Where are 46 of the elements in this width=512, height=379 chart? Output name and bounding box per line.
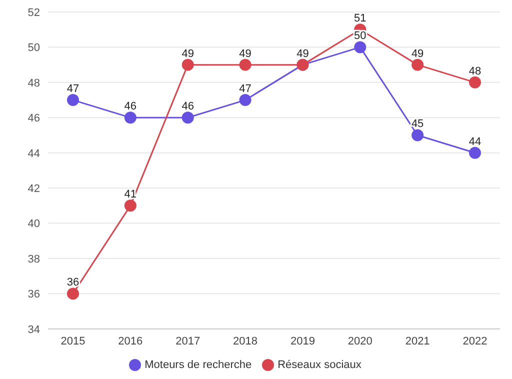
y-tick-label: 34: [28, 324, 40, 336]
y-tick-label: 50: [28, 42, 40, 54]
point: [469, 76, 481, 88]
point: [412, 58, 424, 71]
legend-label: Moteurs de recherche: [144, 358, 252, 371]
y-tick-label: 38: [28, 253, 40, 266]
x-tick-label: 2019: [290, 336, 315, 348]
data-label: 47: [239, 83, 252, 96]
x-tick-label: 2018: [233, 336, 258, 348]
point: [124, 112, 136, 124]
point: [239, 94, 252, 106]
x-tick-label: 2021: [405, 336, 430, 348]
y-tick-label: 40: [28, 218, 40, 230]
point: [239, 58, 252, 71]
x-tick-label: 2022: [462, 336, 488, 348]
data-label: 49: [239, 48, 252, 60]
y-tick-label: 44: [28, 148, 40, 160]
point: [469, 146, 481, 159]
y-tick-label: 48: [28, 77, 40, 90]
point: [182, 112, 194, 124]
data-label: 47: [66, 83, 80, 96]
point: [182, 58, 194, 71]
point: [354, 41, 366, 54]
y-tick-label: 52: [28, 6, 40, 19]
data-label: 49: [411, 48, 424, 60]
point: [412, 129, 424, 142]
x-tick-label: 2020: [348, 336, 372, 348]
point: [124, 200, 136, 212]
point: [67, 288, 79, 300]
x-tick-label: 2017: [176, 336, 200, 348]
y-tick-label: 36: [28, 288, 40, 301]
y-tick-label: 42: [28, 182, 40, 195]
data-label: 46: [124, 100, 137, 113]
x-tick-label: 2016: [118, 336, 143, 348]
data-label: 48: [468, 65, 482, 78]
point: [67, 94, 79, 106]
data-label: 44: [468, 136, 482, 148]
legend-label: Réseaux sociaux: [278, 358, 362, 371]
y-tick-label: 46: [28, 112, 40, 125]
data-label: 36: [66, 276, 80, 289]
data-label: 51: [354, 12, 366, 25]
data-label: 49: [182, 48, 194, 60]
data-label: 46: [182, 100, 194, 113]
x-tick-label: 2015: [60, 336, 86, 348]
data-label: 45: [411, 118, 424, 130]
data-label: 49: [296, 48, 309, 60]
